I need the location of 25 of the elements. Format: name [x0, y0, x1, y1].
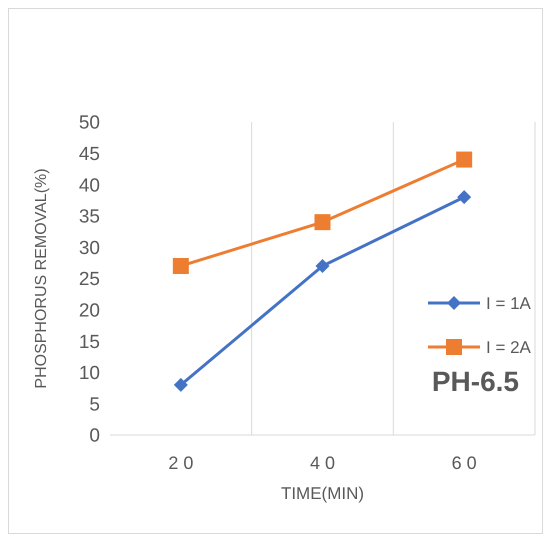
y-tick-label: 45	[78, 144, 100, 165]
y-tick-label: 50	[78, 112, 100, 134]
y-tick-label: 5	[89, 394, 100, 416]
x-tick-label: 2 0	[168, 453, 194, 473]
point	[456, 152, 472, 168]
y-tick-label: 0	[89, 426, 100, 447]
y-tick-label: 20	[78, 300, 100, 322]
y-tick-label: 15	[78, 332, 100, 353]
x-tick-label: 4 0	[310, 453, 336, 473]
x-axis-title: TIME(MIN)	[280, 484, 364, 503]
legend-label: I = 1A	[486, 294, 532, 313]
y-tick-label: 40	[78, 175, 100, 196]
point	[172, 258, 189, 274]
point	[314, 214, 330, 230]
y-tick-label: 35	[78, 206, 100, 228]
legend-label: I = 2A	[486, 338, 532, 357]
y-tick-label: 30	[78, 238, 100, 259]
y-axis-title: PHOSPHORUS REMOVAL(%)	[33, 168, 50, 389]
annotation: PH-6.5	[432, 366, 519, 398]
y-tick-label: 10	[78, 363, 100, 384]
point	[457, 190, 472, 204]
point	[316, 258, 330, 273]
x-tick-label: 6 0	[452, 453, 477, 473]
y-tick-label: 25	[78, 269, 100, 290]
point	[174, 378, 188, 392]
